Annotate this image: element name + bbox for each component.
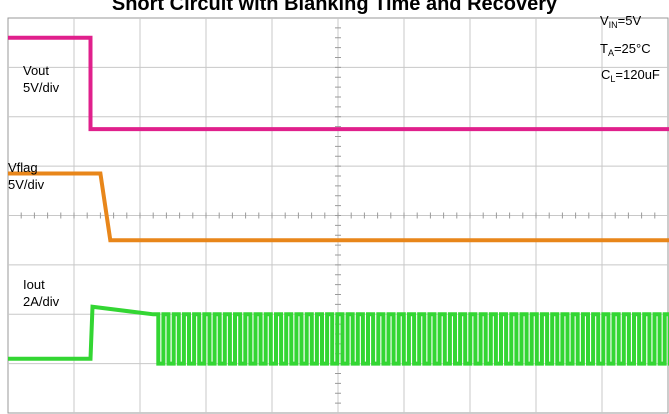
traces: [8, 35, 669, 366]
vflag-label: Vflag: [8, 160, 38, 175]
trace-vflag: [8, 171, 669, 243]
iout-scale-label: 2A/div: [23, 294, 60, 309]
trace-iout: [8, 304, 669, 366]
chart-title: Short Circuit with Blanking Time and Rec…: [111, 0, 558, 15]
condition-cl: CL=120uF: [601, 67, 660, 84]
condition-vin: VIN=5V: [600, 13, 641, 30]
iout-label: Iout: [23, 277, 45, 292]
condition-ta: TA=25°C: [600, 41, 651, 58]
vout-label: Vout: [23, 63, 49, 78]
vflag-scale-label: 5V/div: [8, 177, 45, 192]
vout-scale-label: 5V/div: [23, 80, 60, 95]
trace-vout: [8, 35, 669, 132]
